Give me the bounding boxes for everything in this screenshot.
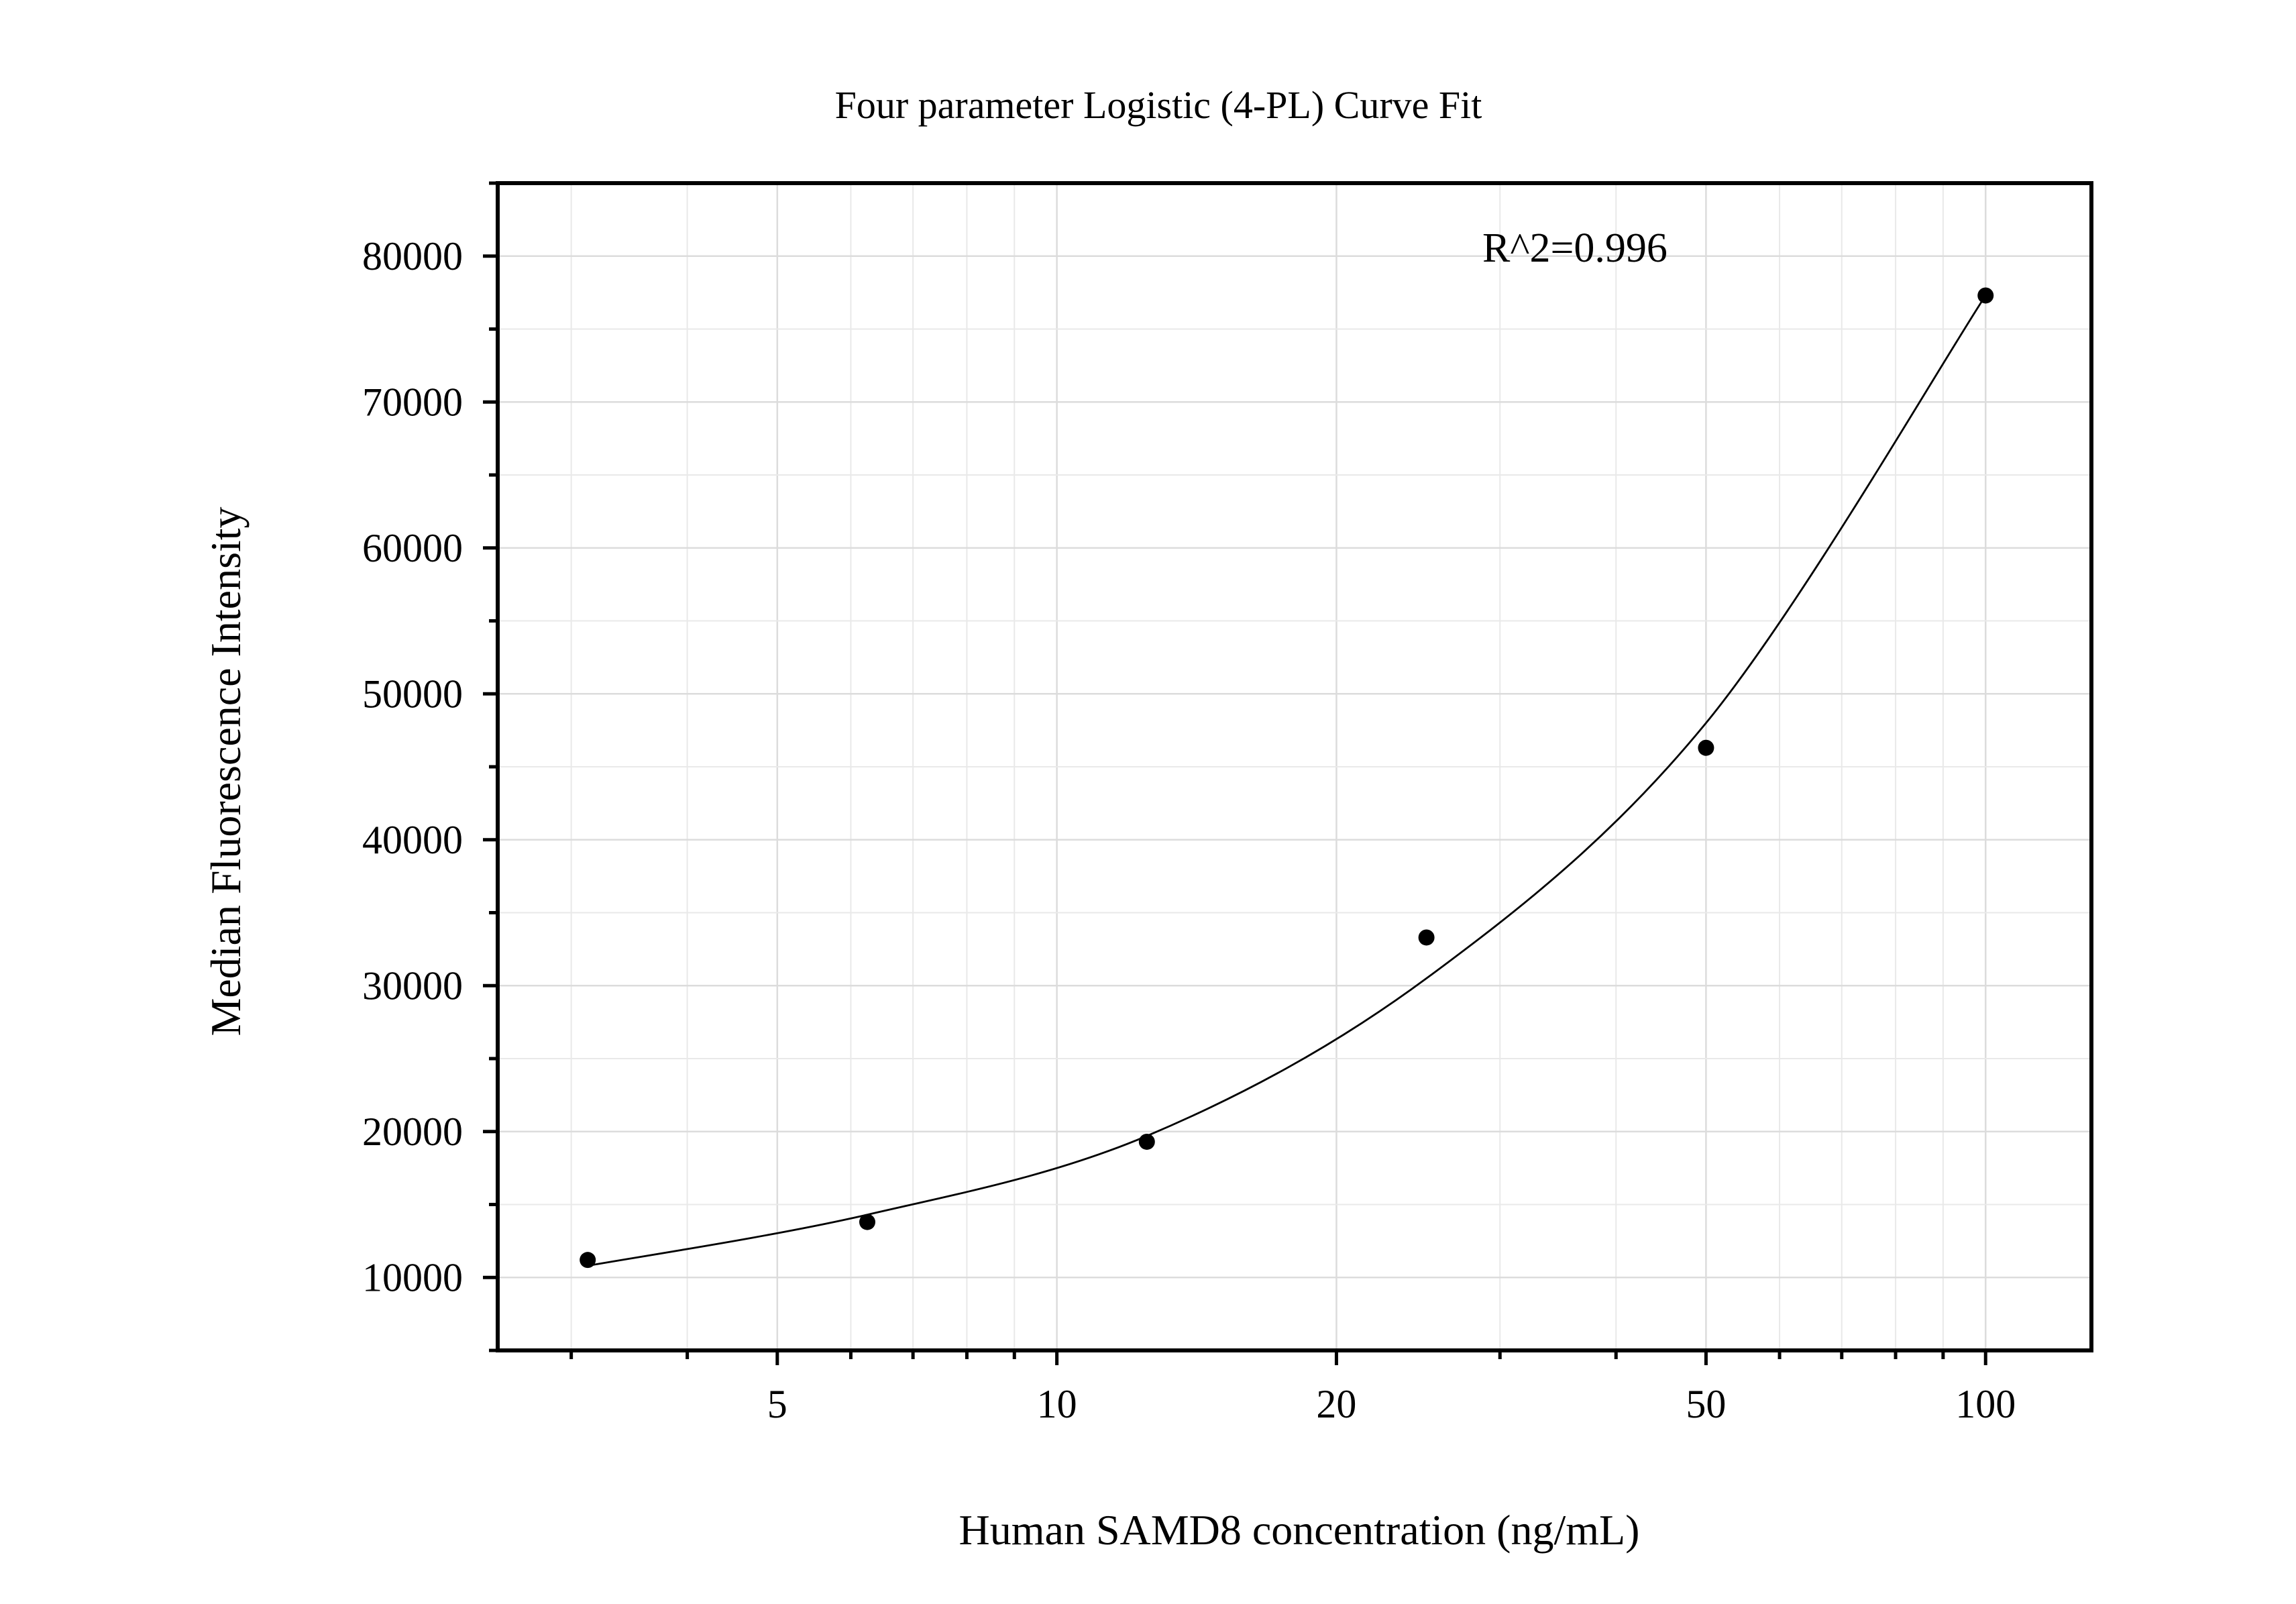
data-point	[1698, 739, 1714, 756]
y-tick-label: 40000	[362, 818, 463, 862]
grid	[498, 183, 2091, 1350]
fit-curve	[587, 295, 1987, 1267]
chart-title: Four parameter Logistic (4-PL) Curve Fit	[835, 83, 1482, 127]
data-point	[1418, 929, 1435, 946]
axis-ticks	[483, 181, 1987, 1365]
x-tick-label: 5	[767, 1382, 787, 1426]
y-tick-label: 50000	[362, 672, 463, 716]
data-points	[580, 287, 1994, 1269]
x-axis-title: Human SAMD8 concentration (ng/mL)	[959, 1506, 1640, 1554]
x-tick-label: 10	[1037, 1382, 1077, 1426]
data-point	[1977, 287, 1994, 304]
r-squared-annotation: R^2=0.996	[1482, 225, 1668, 271]
tick-labels: 5 10 20 50 100 10000 20000 30000 40000 50000 60000…	[362, 234, 2016, 1426]
data-point	[580, 1252, 596, 1269]
data-point	[1138, 1133, 1155, 1150]
fit-curve-layer	[587, 295, 1987, 1267]
x-tick-label: 100	[1955, 1382, 2016, 1426]
data-point	[859, 1214, 875, 1230]
y-tick-label: 60000	[362, 526, 463, 570]
y-axis-title: Median Fluorescence Intensity	[202, 506, 250, 1036]
y-tick-label: 30000	[362, 963, 463, 1008]
x-tick-label: 20	[1316, 1382, 1356, 1426]
y-tick-label: 20000	[362, 1110, 463, 1154]
y-tick-label: 70000	[362, 380, 463, 424]
x-tick-label: 50	[1686, 1382, 1726, 1426]
y-tick-label: 10000	[362, 1255, 463, 1299]
y-tick-label: 80000	[362, 234, 463, 278]
